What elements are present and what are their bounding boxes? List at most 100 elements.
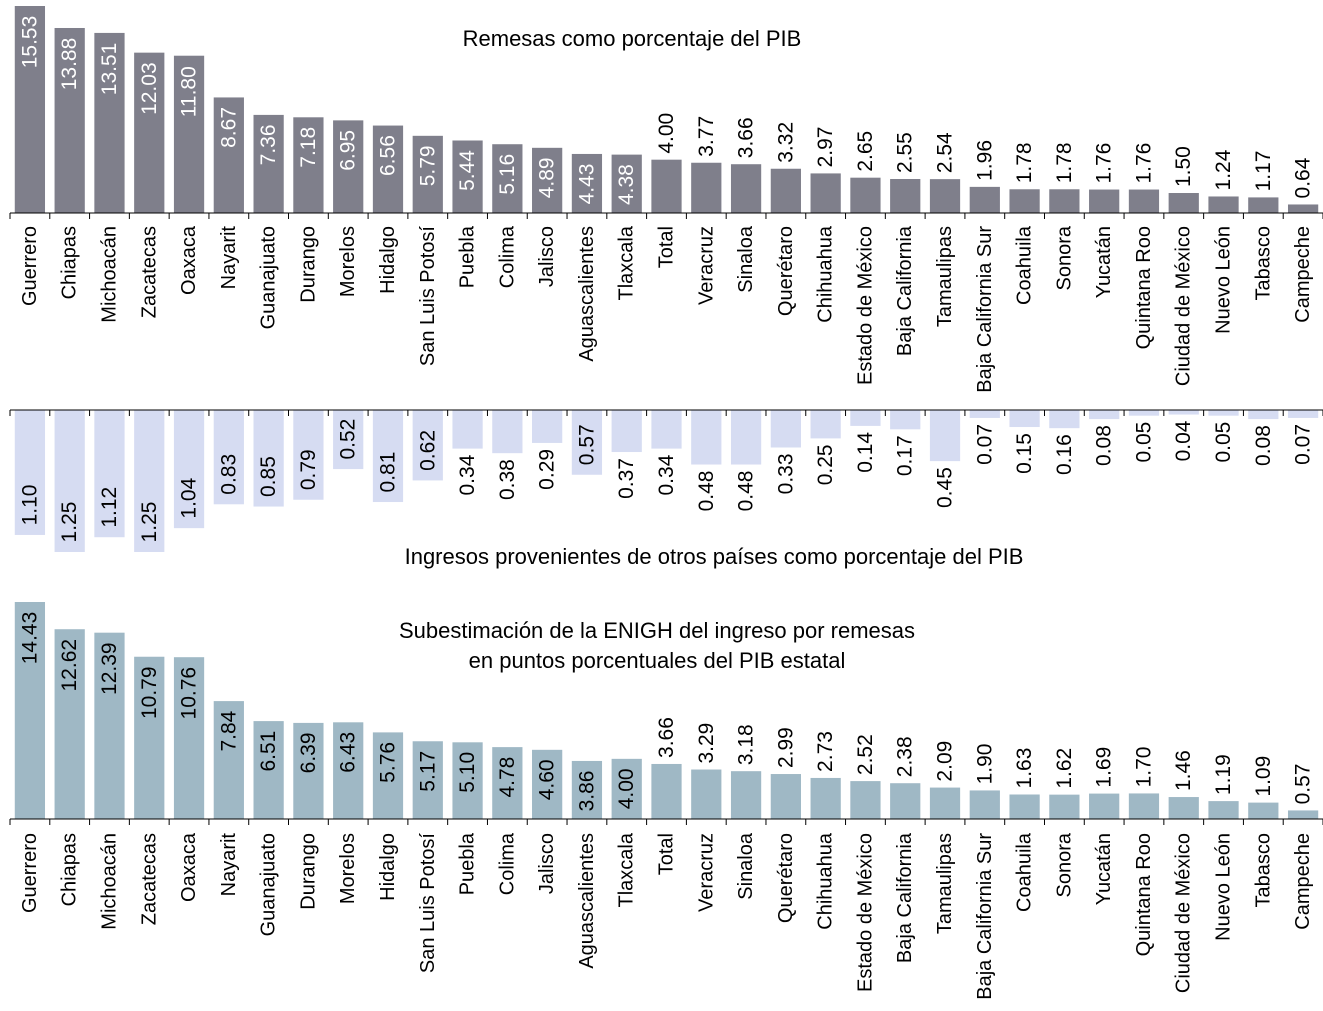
- bar-value-label: 6.56: [376, 135, 399, 176]
- bar: [810, 777, 841, 819]
- bottom-category-label: San Luis Potosí: [417, 833, 439, 974]
- bar-value-label: 0.17: [894, 435, 917, 476]
- bar-value-label: 1.90: [973, 744, 996, 785]
- bar: [1168, 797, 1199, 819]
- bar: [213, 410, 244, 505]
- bar: [890, 179, 921, 213]
- bar: [293, 410, 324, 500]
- bar: [492, 144, 523, 213]
- top-category-label: Tlaxcala: [616, 225, 638, 300]
- top-category-label: Baja California Sur: [974, 226, 996, 393]
- bar-value-label: 7.18: [297, 127, 320, 168]
- bar-value-label: 0.62: [416, 430, 439, 471]
- bar-value-label: 0.33: [774, 453, 797, 494]
- bar: [213, 701, 244, 819]
- bar-value-label: 2.09: [934, 741, 957, 782]
- bar-value-label: 0.52: [337, 419, 360, 460]
- bar: [94, 32, 125, 213]
- bar-value-label: 11.80: [178, 66, 201, 117]
- bar-value-label: 0.04: [1172, 420, 1195, 461]
- bar-value-label: 0.05: [1212, 422, 1235, 463]
- top-category-label: Veracruz: [695, 226, 717, 305]
- bar: [810, 173, 841, 213]
- bar-value-label: 6.43: [337, 732, 360, 773]
- bar-value-label: 0.08: [1093, 425, 1116, 466]
- top-category-label: Campeche: [1292, 226, 1314, 323]
- bar-value-label: 0.79: [297, 449, 320, 490]
- bar: [54, 27, 85, 213]
- bar-value-label: 3.29: [695, 723, 718, 764]
- bar: [1168, 410, 1199, 415]
- bar-value-label: 14.43: [18, 612, 41, 665]
- bar: [1248, 802, 1279, 819]
- bar: [969, 410, 1000, 418]
- bar-value-label: 0.16: [1053, 434, 1076, 475]
- bar: [372, 410, 404, 503]
- bar: [1089, 189, 1120, 213]
- bottom-category-label: Nayarit: [218, 833, 240, 897]
- top-category-label: Tabasco: [1252, 226, 1274, 301]
- bar: [54, 410, 85, 552]
- bar-value-label: 2.73: [814, 731, 837, 772]
- bottom-category-label: Nuevo León: [1213, 833, 1235, 941]
- bar-value-label: 5.16: [496, 154, 519, 195]
- bar: [651, 410, 682, 449]
- bottom-category-label: Aguascalientes: [576, 833, 598, 969]
- bar: [850, 410, 881, 426]
- bar-value-label: 0.29: [536, 449, 559, 490]
- bar: [173, 410, 205, 529]
- bar-value-label: 5.76: [376, 742, 399, 783]
- bar: [651, 159, 682, 213]
- bar-value-label: 0.85: [257, 456, 280, 497]
- bar-value-label: 13.51: [98, 43, 121, 96]
- top-category-label: Estado de México: [854, 226, 876, 385]
- bar-value-label: 8.67: [217, 107, 240, 148]
- bar-value-label: 2.54: [934, 132, 957, 173]
- bar: [412, 135, 443, 213]
- bar-value-label: 10.76: [178, 667, 201, 720]
- bar: [611, 758, 642, 819]
- bar-value-label: 12.03: [138, 62, 161, 115]
- bar: [1089, 793, 1120, 819]
- bar: [213, 97, 244, 213]
- bar: [412, 741, 443, 819]
- bar: [850, 177, 881, 213]
- bottom-category-label: Zacatecas: [138, 833, 160, 925]
- bar: [929, 179, 961, 213]
- bottom-category-label: Querétaro: [775, 833, 797, 923]
- bar: [691, 162, 722, 213]
- bar-value-label: 0.05: [1132, 422, 1155, 463]
- bar: [571, 153, 603, 213]
- top-category-label: Yucatán: [1093, 226, 1115, 298]
- bar: [14, 410, 46, 535]
- top-category-label: Guanajuato: [258, 226, 280, 329]
- bar: [571, 410, 603, 475]
- top-category-label: Total: [656, 226, 678, 268]
- bar-value-label: 7.84: [217, 710, 240, 751]
- top-category-label: Nuevo León: [1213, 226, 1235, 334]
- bar: [293, 117, 324, 213]
- bar: [1248, 197, 1279, 213]
- bar: [253, 410, 284, 507]
- bar-value-label: 1.76: [1093, 143, 1116, 184]
- bottom-category-label: Baja California: [894, 832, 916, 963]
- bottom-category-label: Yucatán: [1093, 833, 1115, 905]
- bar-value-label: 0.34: [655, 454, 678, 495]
- top-category-label: Querétaro: [775, 226, 797, 316]
- bar-value-label: 1.62: [1053, 748, 1076, 789]
- bar: [532, 147, 563, 213]
- bottom-category-label: Morelos: [337, 833, 359, 904]
- bottom-category-label: Tamaulipas: [934, 833, 956, 934]
- bar: [452, 742, 483, 819]
- bar: [890, 783, 921, 819]
- bar-value-label: 1.10: [18, 485, 41, 526]
- bar: [1009, 794, 1040, 819]
- bar: [810, 410, 841, 439]
- bar: [890, 410, 921, 430]
- top-category-label: Nayarit: [218, 226, 240, 290]
- bar: [1009, 189, 1040, 213]
- bar: [651, 763, 682, 819]
- bar-value-label: 0.81: [376, 452, 399, 493]
- bar-value-label: 0.48: [735, 471, 758, 512]
- bar-value-label: 1.78: [1013, 142, 1036, 183]
